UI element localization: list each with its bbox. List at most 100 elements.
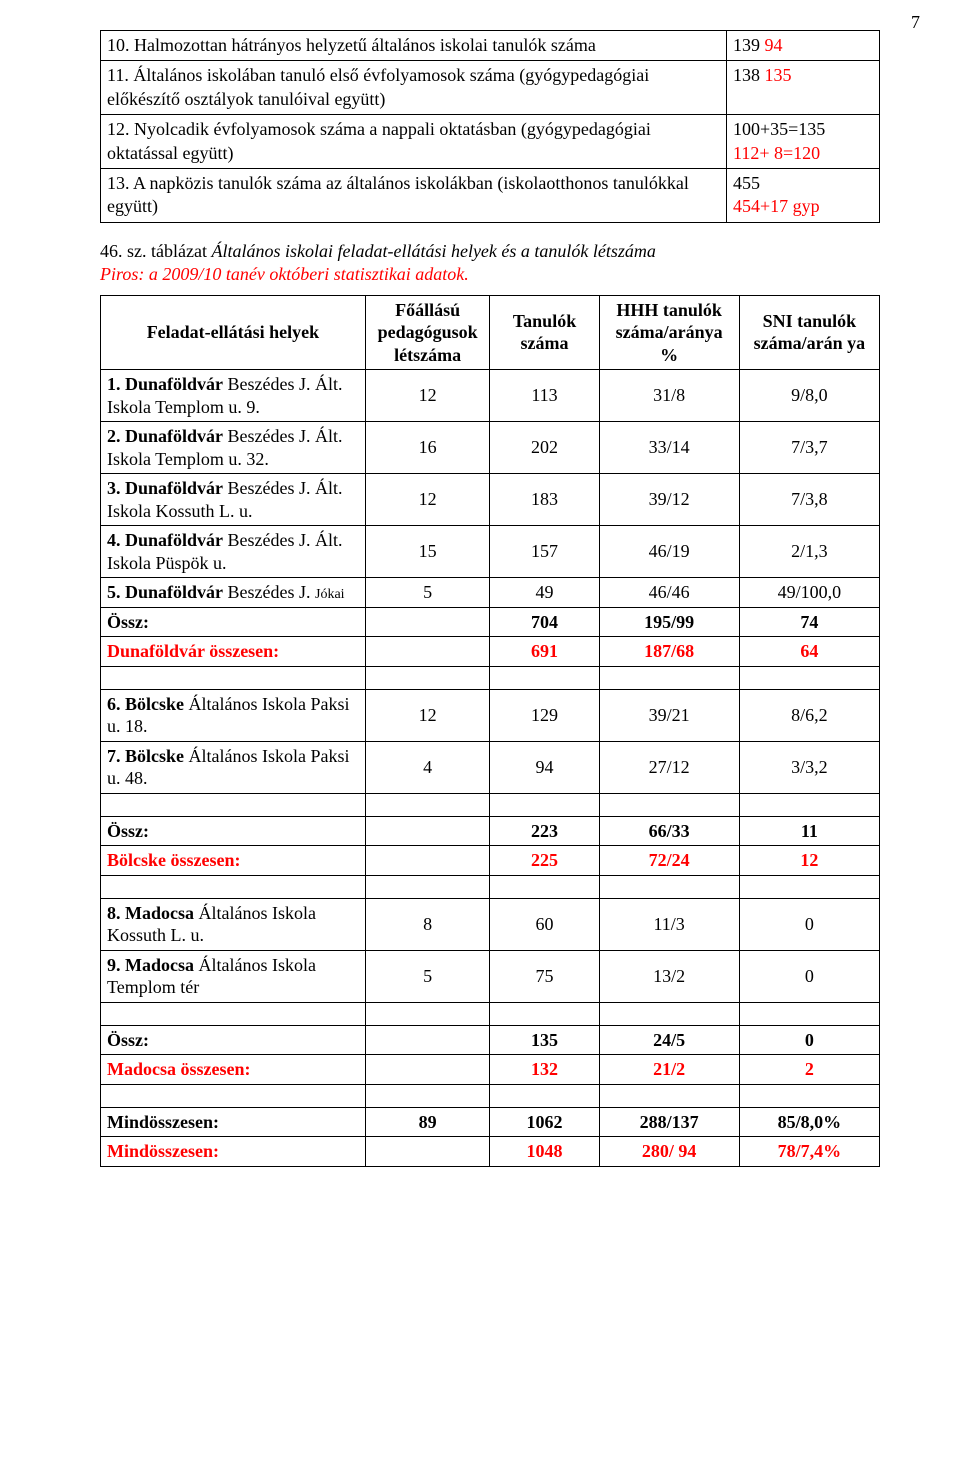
table-row: 3. Dunaföldvár Beszédes J. Ált. Iskola K… — [101, 474, 880, 526]
section-subtitle: Piros: a 2009/10 tanév októberi statiszt… — [100, 264, 880, 285]
page-number: 7 — [911, 12, 920, 33]
cell: 280/ 94 — [599, 1137, 739, 1167]
cell: 157 — [490, 526, 599, 578]
cell: 12 — [365, 474, 490, 526]
cell: 135 — [490, 1025, 599, 1055]
row-label: Mindösszesen: — [101, 1107, 366, 1137]
cell: 49/100,0 — [739, 578, 879, 608]
col-header: Feladat-ellátási helyek — [101, 295, 366, 370]
cell: 0 — [739, 950, 879, 1002]
cell: 9/8,0 — [739, 370, 879, 422]
col-header: Főállású pedagógusok létszáma — [365, 295, 490, 370]
row-label: 4. Dunaföldvár Beszédes J. Ált. Iskola P… — [101, 526, 366, 578]
cell: 21/2 — [599, 1055, 739, 1085]
table-spacer-row — [101, 666, 880, 689]
table-row: 1. Dunaföldvár Beszédes J. Ált. Iskola T… — [101, 370, 880, 422]
cell: 78/7,4% — [739, 1137, 879, 1167]
col-header: Tanulók száma — [490, 295, 599, 370]
row-label: 5. Dunaföldvár Beszédes J. Jókai — [101, 578, 366, 608]
cell: 1048 — [490, 1137, 599, 1167]
table-spacer-row — [101, 1002, 880, 1025]
cell — [365, 1055, 490, 1085]
cell: 16 — [365, 422, 490, 474]
table-total-row: Össz:704195/9974 — [101, 607, 880, 637]
table-spacer-row — [101, 875, 880, 898]
col-header: HHH tanulók száma/aránya % — [599, 295, 739, 370]
cell — [365, 1025, 490, 1055]
cell: 187/68 — [599, 637, 739, 667]
row-label: 8. Madocsa Általános Iskola Kossuth L. u… — [101, 898, 366, 950]
cell: 89 — [365, 1107, 490, 1137]
cell: 27/12 — [599, 741, 739, 793]
table-spacer-row — [101, 1084, 880, 1107]
cell: 49 — [490, 578, 599, 608]
table-row: 9. Madocsa Általános Iskola Templom tér5… — [101, 950, 880, 1002]
summary-row: 13. A napközis tanulók száma az általáno… — [101, 168, 880, 222]
row-label: 3. Dunaföldvár Beszédes J. Ált. Iskola K… — [101, 474, 366, 526]
table-total-red-row: Mindösszesen:1048280/ 9478/7,4% — [101, 1137, 880, 1167]
cell — [365, 846, 490, 876]
summary-table: 10. Halmozottan hátrányos helyzetű által… — [100, 30, 880, 223]
table-total-red-row: Bölcske összesen:22572/2412 — [101, 846, 880, 876]
cell: 8/6,2 — [739, 689, 879, 741]
cell: 12 — [365, 370, 490, 422]
row-label: Madocsa összesen: — [101, 1055, 366, 1085]
cell: 75 — [490, 950, 599, 1002]
cell: 113 — [490, 370, 599, 422]
row-label: Össz: — [101, 816, 366, 846]
cell: 7/3,7 — [739, 422, 879, 474]
row-label: 9. Madocsa Általános Iskola Templom tér — [101, 950, 366, 1002]
cell: 46/46 — [599, 578, 739, 608]
cell: 31/8 — [599, 370, 739, 422]
table-total-row: Mindösszesen:891062288/13785/8,0% — [101, 1107, 880, 1137]
cell: 60 — [490, 898, 599, 950]
table-total-red-row: Madocsa összesen:13221/22 — [101, 1055, 880, 1085]
cell: 66/33 — [599, 816, 739, 846]
cell: 0 — [739, 1025, 879, 1055]
cell: 5 — [365, 578, 490, 608]
table-row: 2. Dunaföldvár Beszédes J. Ált. Iskola T… — [101, 422, 880, 474]
cell: 74 — [739, 607, 879, 637]
row-label: Össz: — [101, 1025, 366, 1055]
cell: 288/137 — [599, 1107, 739, 1137]
summary-value: 139 94 — [727, 31, 880, 61]
summary-row: 11. Általános iskolában tanuló első évfo… — [101, 61, 880, 115]
cell: 0 — [739, 898, 879, 950]
cell: 132 — [490, 1055, 599, 1085]
row-label: 2. Dunaföldvár Beszédes J. Ált. Iskola T… — [101, 422, 366, 474]
summary-label: 12. Nyolcadik évfolyamosok száma a nappa… — [101, 115, 727, 169]
summary-row: 12. Nyolcadik évfolyamosok száma a nappa… — [101, 115, 880, 169]
table-spacer-row — [101, 793, 880, 816]
cell: 183 — [490, 474, 599, 526]
table-row: 8. Madocsa Általános Iskola Kossuth L. u… — [101, 898, 880, 950]
row-label: 7. Bölcske Általános Iskola Paksi u. 48. — [101, 741, 366, 793]
cell: 1062 — [490, 1107, 599, 1137]
section-title-lead: 46. sz. táblázat — [100, 241, 211, 261]
summary-value: 455454+17 gyp — [727, 168, 880, 222]
table-total-red-row: Dunaföldvár összesen:691187/6864 — [101, 637, 880, 667]
cell: 11 — [739, 816, 879, 846]
main-table: Feladat-ellátási helyek Főállású pedagóg… — [100, 295, 880, 1167]
summary-row: 10. Halmozottan hátrányos helyzetű által… — [101, 31, 880, 61]
cell: 39/21 — [599, 689, 739, 741]
cell: 12 — [365, 689, 490, 741]
table-total-row: Össz: 22366/3311 — [101, 816, 880, 846]
cell — [365, 637, 490, 667]
summary-label: 11. Általános iskolában tanuló első évfo… — [101, 61, 727, 115]
cell: 223 — [490, 816, 599, 846]
row-label: 6. Bölcske Általános Iskola Paksi u. 18. — [101, 689, 366, 741]
cell — [365, 816, 490, 846]
cell: 46/19 — [599, 526, 739, 578]
cell: 11/3 — [599, 898, 739, 950]
row-label: Bölcske összesen: — [101, 846, 366, 876]
table-row: 5. Dunaföldvár Beszédes J. Jókai54946/46… — [101, 578, 880, 608]
row-label: Össz: — [101, 607, 366, 637]
table-total-row: Össz:13524/50 — [101, 1025, 880, 1055]
cell: 3/3,2 — [739, 741, 879, 793]
cell: 5 — [365, 950, 490, 1002]
cell: 195/99 — [599, 607, 739, 637]
cell: 129 — [490, 689, 599, 741]
cell: 4 — [365, 741, 490, 793]
cell: 12 — [739, 846, 879, 876]
cell: 7/3,8 — [739, 474, 879, 526]
